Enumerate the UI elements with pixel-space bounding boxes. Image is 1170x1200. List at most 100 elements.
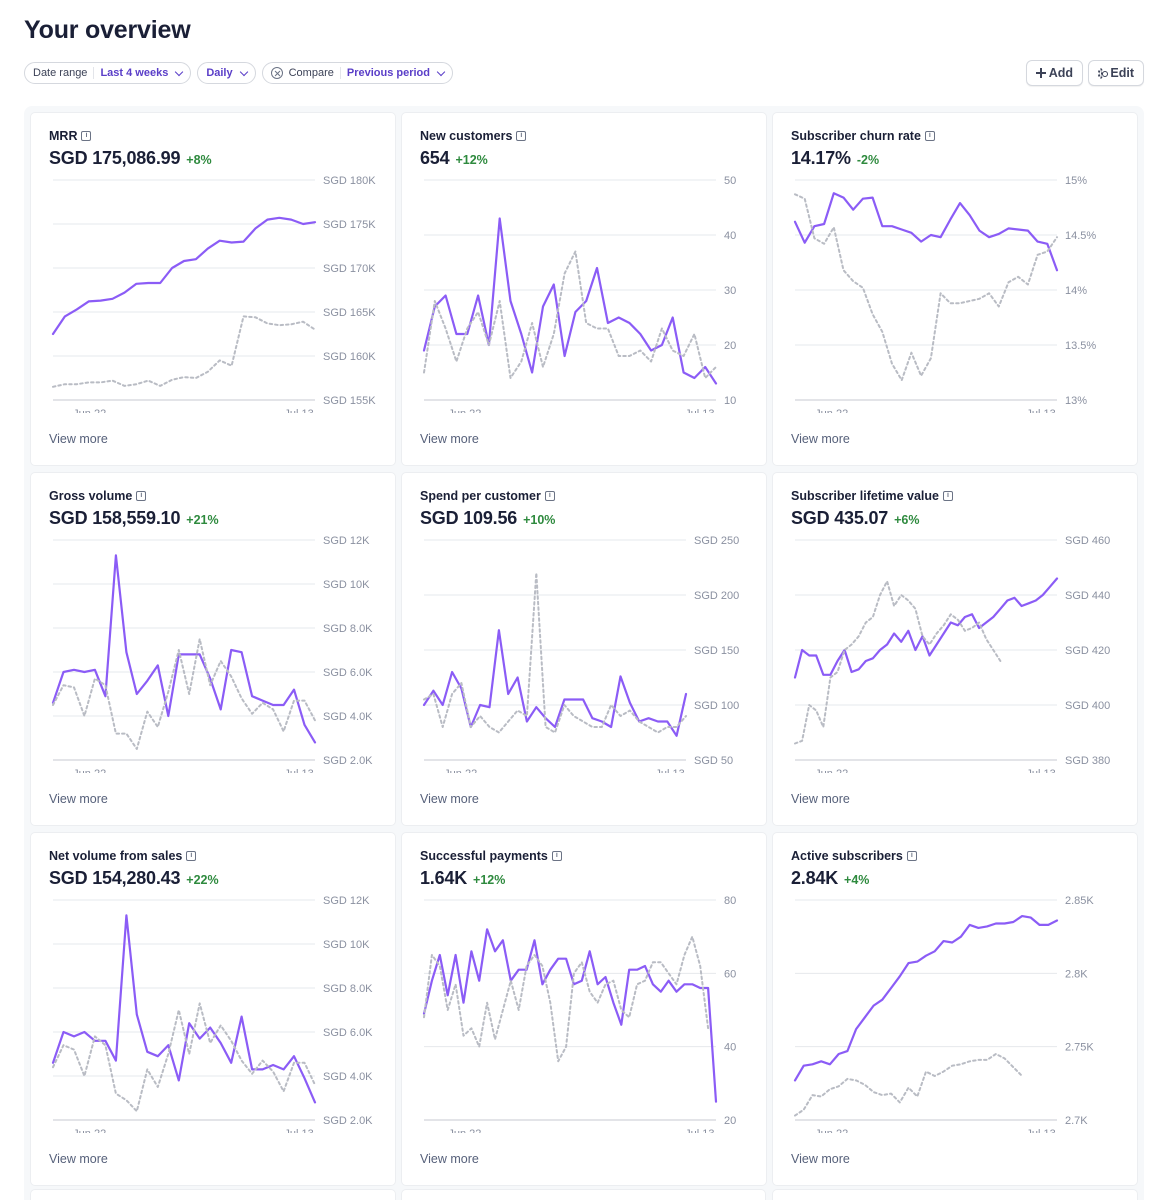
chevron-down-icon <box>239 67 248 76</box>
metric-value: SGD 175,086.99 <box>49 148 181 168</box>
info-icon[interactable]: i <box>551 851 562 861</box>
y-tick-label: 30 <box>724 285 736 297</box>
previous-period-series <box>423 250 717 379</box>
compare-label: Compare <box>288 67 334 79</box>
metric-delta: +12% <box>455 153 488 167</box>
info-icon[interactable]: i <box>81 131 92 141</box>
edit-button[interactable]: Edit <box>1088 60 1144 86</box>
view-more-link[interactable]: View more <box>420 1152 479 1166</box>
y-tick-label: SGD 155K <box>323 395 376 407</box>
current-period-series <box>793 914 1059 1082</box>
x-tick-label: Jul 13 <box>1026 768 1055 773</box>
current-period-series <box>793 192 1059 272</box>
line-chart: SGD 12K SGD 10K SGD 8.0K SGD 6.0K SGD 4.0K SG… <box>51 535 373 773</box>
interval-value: Daily <box>206 67 233 79</box>
view-more-link[interactable]: View more <box>791 432 850 446</box>
chevron-down-icon <box>436 67 446 76</box>
metric-card[interactable]: SGD 12K SGD 10K SGD 8.0K SGD 6.0K SGD 4.0K SG… <box>31 473 395 825</box>
y-tick-label: SGD 160K <box>323 351 376 363</box>
metric-card[interactable]: 80 60 40 20 Jun 22 Jul 13 Successful paymentsi… <box>402 833 766 1185</box>
date-range-filter[interactable]: Date range Last 4 weeks <box>24 62 192 84</box>
view-more-link[interactable]: View more <box>420 432 479 446</box>
metric-delta: +4% <box>844 873 870 887</box>
metric-delta: +6% <box>894 513 920 527</box>
metric-title-text: Net volume from sales <box>49 849 183 863</box>
date-range-label: Date range <box>33 67 88 79</box>
previous-period-series <box>52 315 316 388</box>
x-tick-label: Jul 13 <box>1026 1128 1055 1133</box>
x-tick-label: Jul 13 <box>655 768 684 773</box>
add-button[interactable]: Add <box>1026 60 1083 86</box>
y-tick-label: SGD 4.0K <box>323 711 373 723</box>
metric-value-row: 654 +12% <box>420 148 488 169</box>
previous-period-series <box>423 935 710 1063</box>
metric-card[interactable]: SGD 460 SGD 440 SGD 420 SGD 400 SGD 380 Jun 2… <box>773 473 1137 825</box>
info-icon[interactable]: i <box>186 851 197 861</box>
view-more-link[interactable]: View more <box>420 792 479 806</box>
metric-title: Net volume from sales i <box>49 849 197 863</box>
y-tick-label: SGD 6.0K <box>323 1027 373 1039</box>
view-more-link[interactable]: View more <box>791 792 850 806</box>
x-tick-label: Jun 22 <box>815 768 848 773</box>
info-icon[interactable]: i <box>136 491 147 501</box>
y-tick-label: 2.85K <box>1065 895 1094 907</box>
metric-title-text: Subscriber lifetime value <box>791 489 939 503</box>
y-tick-label: SGD 12K <box>323 895 370 907</box>
line-chart: 2.85K 2.8K 2.75K 2.7K Jun 22 Jul 13 <box>793 895 1094 1133</box>
info-icon[interactable]: i <box>516 131 527 141</box>
view-more-link[interactable]: View more <box>49 792 108 806</box>
metric-title: Active subscribers i <box>791 849 917 863</box>
current-period-series <box>422 629 688 737</box>
view-more-link[interactable]: View more <box>49 432 108 446</box>
line-chart: 50 40 30 20 10 Jun 22 Jul 13 <box>422 175 736 413</box>
x-tick-label: Jun 22 <box>73 768 106 773</box>
info-icon[interactable]: i <box>942 491 953 501</box>
y-tick-label: SGD 420 <box>1065 645 1110 657</box>
info-icon[interactable]: i <box>544 491 555 501</box>
info-icon[interactable]: i <box>906 851 917 861</box>
chart-card-placeholder <box>773 1190 1137 1200</box>
y-tick-label: SGD 10K <box>323 939 370 951</box>
y-tick-label: 20 <box>724 1115 736 1127</box>
remove-compare-icon[interactable] <box>270 67 283 79</box>
x-tick-label: Jun 22 <box>815 1128 848 1133</box>
metric-title: Subscriber churn rate i <box>791 129 935 143</box>
x-tick-label: Jul 13 <box>685 1128 714 1133</box>
y-tick-label: 50 <box>724 175 736 187</box>
previous-period-series <box>423 572 687 734</box>
y-tick-label: SGD 180K <box>323 175 376 187</box>
metric-value-row: 14.17% -2% <box>791 148 879 169</box>
y-tick-label: SGD 10K <box>323 579 370 591</box>
y-tick-label: 15% <box>1065 175 1087 187</box>
metric-value: 654 <box>420 148 450 168</box>
y-tick-label: SGD 175K <box>323 219 376 231</box>
x-tick-label: Jun 22 <box>73 408 106 413</box>
previous-period-series <box>52 638 316 750</box>
edit-button-label: Edit <box>1110 66 1134 80</box>
y-tick-label: 10 <box>724 395 736 407</box>
x-tick-label: Jun 22 <box>448 1128 481 1133</box>
view-more-link[interactable]: View more <box>791 1152 850 1166</box>
metric-title-text: MRR <box>49 129 78 143</box>
metric-card[interactable]: 15% 14.5% 14% 13.5% 13% Jun 22 Jul 13 Subscribe… <box>773 113 1137 465</box>
current-period-series <box>422 928 718 1103</box>
metric-delta: +12% <box>473 873 506 887</box>
interval-filter[interactable]: Daily <box>197 62 256 84</box>
metric-card[interactable]: SGD 250 SGD 200 SGD 150 SGD 100 SGD 50 Jun 22… <box>402 473 766 825</box>
info-icon[interactable]: i <box>924 131 935 141</box>
y-tick-label: SGD 2.0K <box>323 1115 373 1127</box>
metric-delta: +21% <box>186 513 219 527</box>
metric-value: SGD 109.56 <box>420 508 518 528</box>
y-tick-label: SGD 6.0K <box>323 667 373 679</box>
view-more-link[interactable]: View more <box>49 1152 108 1166</box>
metric-title-text: Spend per customer <box>420 489 541 503</box>
metric-card[interactable]: 2.85K 2.8K 2.75K 2.7K Jun 22 Jul 13 Active sub… <box>773 833 1137 1185</box>
current-period-series <box>51 914 317 1104</box>
metric-card[interactable]: SGD 180K SGD 175K SGD 170K SGD 165K SGD 160K… <box>31 113 395 465</box>
y-tick-label: SGD 2.0K <box>323 755 373 767</box>
metric-card[interactable]: SGD 12K SGD 10K SGD 8.0K SGD 6.0K SGD 4.0K SG… <box>31 833 395 1185</box>
compare-filter[interactable]: Compare Previous period <box>261 62 453 84</box>
x-tick-label: Jul 13 <box>284 768 313 773</box>
metric-value: 14.17% <box>791 148 851 168</box>
